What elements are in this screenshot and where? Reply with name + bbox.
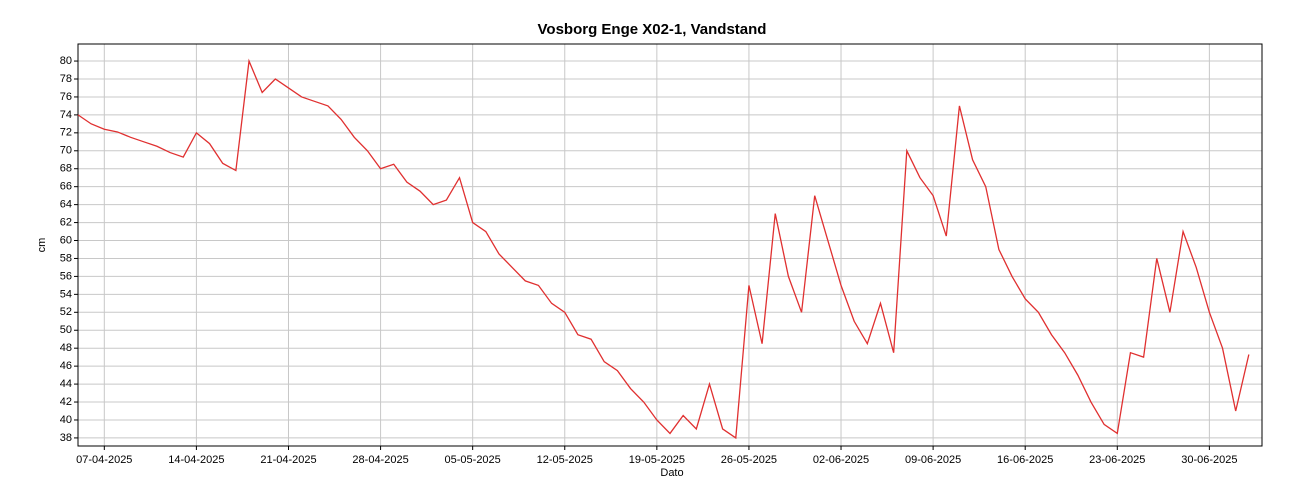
x-axis-label: Dato — [660, 467, 683, 479]
chart-title: Vosborg Enge X02-1, Vandstand — [538, 21, 767, 38]
x-tick-label: 26-05-2025 — [721, 454, 777, 466]
y-tick-label: 52 — [60, 306, 72, 318]
y-tick-label: 54 — [60, 288, 72, 300]
y-tick-label: 48 — [60, 342, 72, 354]
y-tick-label: 44 — [60, 378, 72, 390]
y-tick-label: 46 — [60, 360, 72, 372]
x-tick-label: 28-04-2025 — [352, 454, 408, 466]
y-tick-label: 72 — [60, 127, 72, 139]
x-tick-label: 14-04-2025 — [168, 454, 224, 466]
x-tick-label: 09-06-2025 — [905, 454, 961, 466]
y-tick-label: 40 — [60, 414, 72, 426]
x-tick-label: 12-05-2025 — [537, 454, 593, 466]
x-tick-label: 19-05-2025 — [629, 454, 685, 466]
y-tick-label: 60 — [60, 234, 72, 246]
y-tick-label: 70 — [60, 145, 72, 157]
y-tick-label: 56 — [60, 270, 72, 282]
x-tick-label: 02-06-2025 — [813, 454, 869, 466]
data-line — [77, 58, 1250, 440]
plot-frame — [77, 43, 1263, 447]
x-tick-label: 23-06-2025 — [1089, 454, 1145, 466]
x-tick-label: 07-04-2025 — [76, 454, 132, 466]
y-tick-label: 66 — [60, 181, 72, 193]
y-axis-label: cm — [36, 238, 48, 253]
x-tick-label: 21-04-2025 — [260, 454, 316, 466]
y-tick-label: 80 — [60, 55, 72, 67]
y-tick-label: 74 — [60, 109, 72, 121]
x-tick-label: 05-05-2025 — [445, 454, 501, 466]
y-tick-label: 42 — [60, 396, 72, 408]
y-tick-label: 62 — [60, 216, 72, 228]
x-tick-label: 16-06-2025 — [997, 454, 1053, 466]
y-tick-label: 78 — [60, 73, 72, 85]
y-tick-label: 64 — [60, 199, 72, 211]
y-tick-label: 68 — [60, 163, 72, 175]
plot-area — [78, 44, 1262, 446]
y-tick-label: 58 — [60, 252, 72, 264]
y-tick-label: 50 — [60, 324, 72, 336]
y-tick-label: 38 — [60, 432, 72, 444]
x-tick-label: 30-06-2025 — [1181, 454, 1237, 466]
y-tick-label: 76 — [60, 91, 72, 103]
